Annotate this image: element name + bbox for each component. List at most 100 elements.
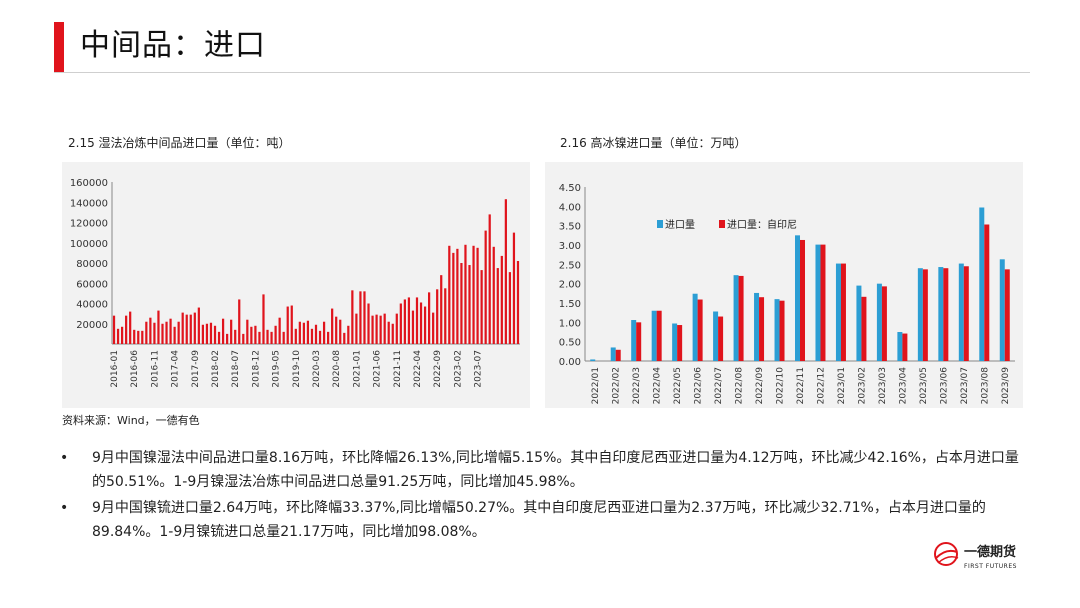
bar: [217, 331, 221, 344]
bar: [306, 320, 310, 344]
x-tick-label: 2023/02: [857, 367, 867, 404]
bar: [375, 314, 378, 344]
x-tick-label: 2022/03: [632, 367, 642, 404]
bar: [512, 232, 516, 344]
x-tick-label: 2022/08: [735, 367, 745, 405]
bar: [897, 332, 903, 361]
bar: [444, 288, 447, 344]
bar: [141, 330, 144, 344]
x-tick-label: 2019-10: [292, 350, 302, 388]
bar: [500, 255, 503, 344]
y-tick-label: 3.00: [559, 241, 581, 252]
bullet-item: • 9月中国镍锍进口量2.64万吨，环比降幅33.37%,同比增幅50.27%。…: [60, 496, 1030, 544]
bar: [856, 285, 862, 361]
bar: [508, 272, 512, 344]
bar: [314, 324, 318, 344]
bar: [189, 314, 192, 344]
y-tick-label: 140000: [70, 198, 108, 209]
x-tick-label: 2021-06: [373, 350, 383, 388]
bar: [290, 305, 293, 344]
x-tick-label: 2022/07: [714, 367, 724, 404]
bar: [351, 290, 354, 344]
x-tick-label: 2023/08: [980, 367, 990, 405]
x-tick-label: 2021-11: [393, 350, 403, 388]
x-tick-label: 2017-09: [191, 350, 201, 388]
bar: [286, 306, 289, 344]
bar: [230, 319, 233, 344]
bar: [278, 317, 281, 344]
bar: [861, 296, 867, 361]
bar: [133, 329, 136, 344]
bar: [327, 331, 330, 344]
bar: [460, 263, 463, 344]
bar: [452, 252, 455, 344]
bar: [840, 263, 846, 361]
bar: [738, 275, 744, 361]
bar: [958, 263, 964, 361]
x-tick-label: 2022/11: [796, 367, 806, 404]
header-divider: [54, 72, 1030, 73]
bar: [391, 323, 394, 344]
bar: [367, 303, 370, 344]
bar: [636, 322, 642, 361]
bar: [339, 319, 342, 344]
y-tick-label: 4.00: [559, 202, 581, 213]
bar: [1004, 269, 1010, 361]
bar: [395, 313, 398, 344]
bar: [274, 325, 277, 344]
bar: [270, 331, 273, 344]
bar: [427, 292, 431, 344]
x-tick-label: 2023/09: [1001, 367, 1011, 405]
bar: [302, 322, 305, 344]
y-tick-label: 0.50: [559, 338, 581, 349]
bar: [759, 297, 765, 361]
x-tick-label: 2022/01: [591, 367, 601, 404]
bar: [917, 268, 923, 361]
bar: [631, 320, 637, 361]
bar: [999, 259, 1005, 361]
y-tick-label: 160000: [70, 178, 108, 189]
y-tick-label: 60000: [76, 279, 108, 290]
x-tick-label: 2022/12: [816, 367, 826, 404]
bar: [938, 267, 944, 361]
bar: [516, 260, 520, 344]
bar: [754, 292, 760, 361]
x-tick-label: 2019-05: [272, 350, 282, 388]
bar: [492, 246, 495, 344]
x-tick-label: 2021-01: [352, 350, 362, 388]
bar: [881, 286, 887, 361]
y-tick-label: 2.00: [559, 280, 581, 291]
bullet-item: • 9月中国镍湿法中间品进口量8.16万吨，环比降幅26.13%,同比增幅5.1…: [60, 446, 1030, 494]
x-tick-label: 2022/05: [673, 367, 683, 404]
bar: [318, 330, 322, 344]
x-tick-label: 2023-07: [474, 350, 484, 388]
y-tick-label: 0.00: [559, 357, 581, 368]
x-tick-label: 2022/10: [776, 367, 786, 405]
bar: [963, 266, 969, 361]
bar: [733, 275, 739, 361]
x-tick-label: 2016-11: [150, 350, 160, 388]
bar: [250, 326, 253, 344]
bar: [282, 331, 285, 344]
bar: [488, 214, 491, 344]
bar: [464, 244, 467, 344]
bar: [298, 321, 301, 344]
legend-swatch: [719, 220, 725, 228]
y-tick-label: 4.50: [559, 183, 581, 194]
logo-name: 一德期货: [964, 544, 1016, 560]
bar: [258, 331, 261, 344]
bar: [876, 283, 882, 361]
bar: [120, 326, 124, 344]
x-tick-label: 2023-02: [453, 350, 463, 388]
bullet-text: 9月中国镍锍进口量2.64万吨，环比降幅33.37%,同比增幅50.27%。其中…: [92, 500, 986, 540]
bar: [922, 269, 928, 361]
bar: [718, 316, 724, 361]
bar: [979, 207, 985, 361]
legend-label: 进口量：自印尼: [727, 218, 797, 231]
bar: [795, 235, 800, 361]
bar: [322, 321, 326, 344]
bar: [331, 308, 334, 344]
bar: [436, 289, 439, 344]
x-tick-label: 2020-08: [332, 350, 342, 388]
bar: [448, 245, 451, 344]
